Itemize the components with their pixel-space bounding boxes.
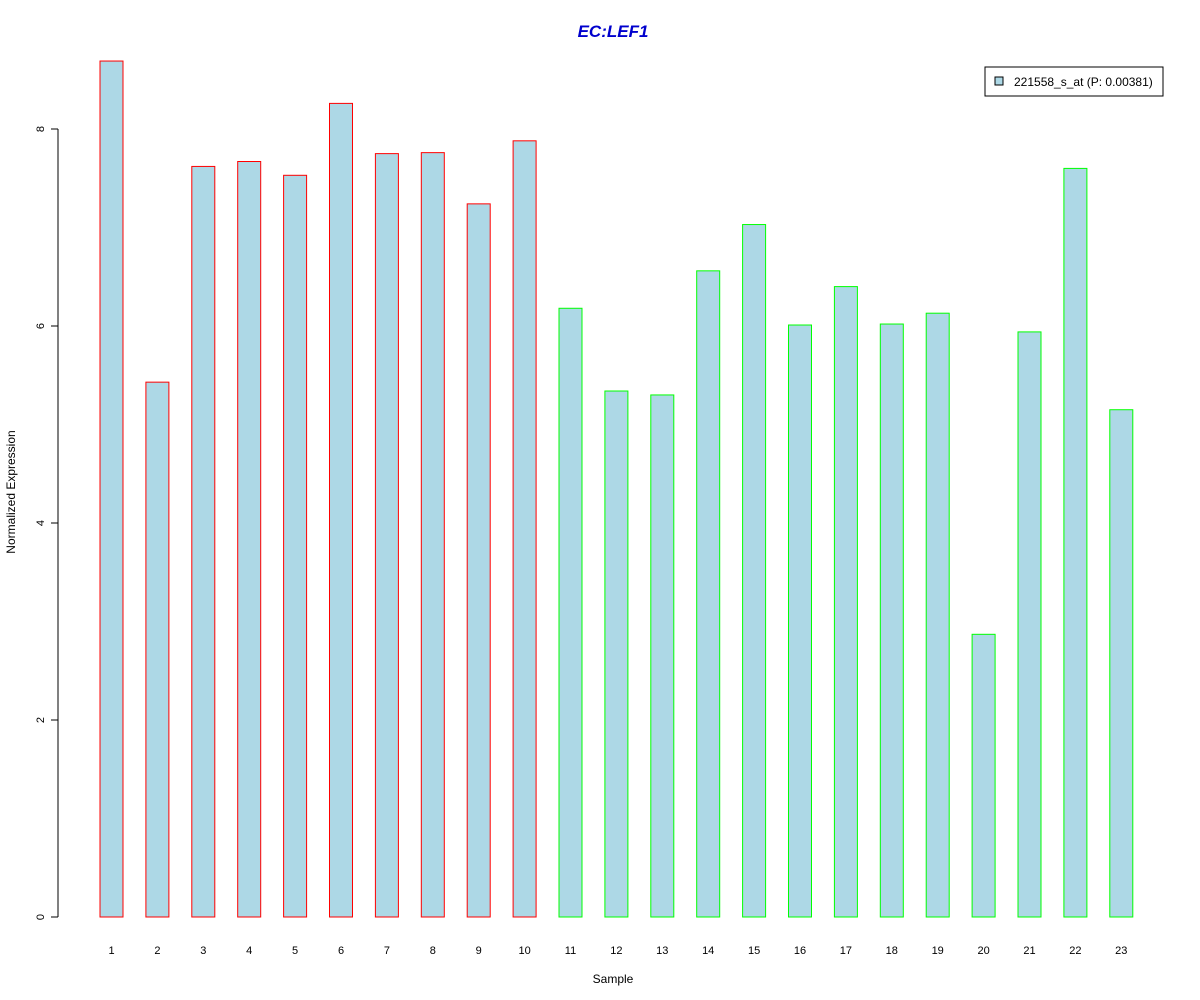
x-tick-label: 21 [1023,945,1035,957]
bar-sample-10 [512,140,537,918]
bar-sample-23 [1109,409,1134,918]
x-tick-label: 3 [200,945,206,957]
y-tick-label: 2 [35,717,47,723]
x-tick-label: 14 [702,945,714,957]
x-tick-label: 4 [246,945,252,957]
x-tick-labels: 1 2 3 4 5 6 7 8 9 10 11 12 13 14 15 16 17 18 19 20 21 22 23 [108,945,1127,957]
legend-box [984,66,1164,97]
y-axis: 0 2 4 6 8 [35,126,59,920]
bar-sample-4 [237,161,262,918]
bar-sample-15 [742,224,767,918]
bar-sample-8 [420,152,445,918]
bar-sample-14 [696,270,721,918]
bar-sample-21 [1017,331,1042,918]
bar-sample-12 [604,390,629,918]
legend: 221558_s_at (P: 0.00381) [984,66,1164,97]
x-tick-label: 23 [1115,945,1127,957]
y-tick-label: 6 [35,323,47,329]
bar-sample-22 [1063,167,1088,918]
chart-title: EC:LEF1 [578,22,649,41]
x-tick-label: 17 [840,945,852,957]
x-tick-label: 20 [977,945,989,957]
x-tick-label: 19 [932,945,944,957]
bar-sample-2 [145,381,170,918]
x-tick-label: 8 [430,945,436,957]
x-tick-label: 13 [656,945,668,957]
y-tick-label: 4 [35,520,47,526]
x-tick-label: 5 [292,945,298,957]
x-tick-label: 22 [1069,945,1081,957]
x-tick-label: 6 [338,945,344,957]
x-axis-label: Sample [593,972,634,986]
x-tick-label: 16 [794,945,806,957]
bar-sample-7 [374,153,399,918]
bar-sample-3 [191,165,216,918]
bar-sample-20 [971,633,996,918]
legend-label: 221558_s_at (P: 0.00381) [1014,75,1153,89]
bar-sample-6 [329,102,353,918]
x-tick-label: 12 [610,945,622,957]
bar-sample-17 [833,286,858,918]
y-tick-label: 8 [35,126,47,132]
y-axis-label: Normalized Expression [4,430,18,553]
bar-sample-19 [925,312,950,918]
y-tick-label: 0 [35,914,47,920]
x-tick-label: 15 [748,945,760,957]
x-tick-label: 1 [108,945,114,957]
bar-sample-13 [650,394,675,918]
bar-sample-5 [283,174,308,918]
x-tick-label: 10 [518,945,530,957]
x-tick-label: 11 [565,945,576,957]
bars [99,60,1134,918]
x-tick-label: 7 [384,945,390,957]
legend-swatch [994,76,1004,86]
x-tick-label: 9 [476,945,482,957]
bar-sample-1 [99,60,124,918]
bar-sample-16 [788,324,812,918]
x-tick-label: 18 [886,945,898,957]
x-tick-label: 2 [154,945,160,957]
bar-sample-9 [466,203,491,918]
bar-sample-18 [879,323,904,918]
bar-sample-11 [558,307,583,918]
